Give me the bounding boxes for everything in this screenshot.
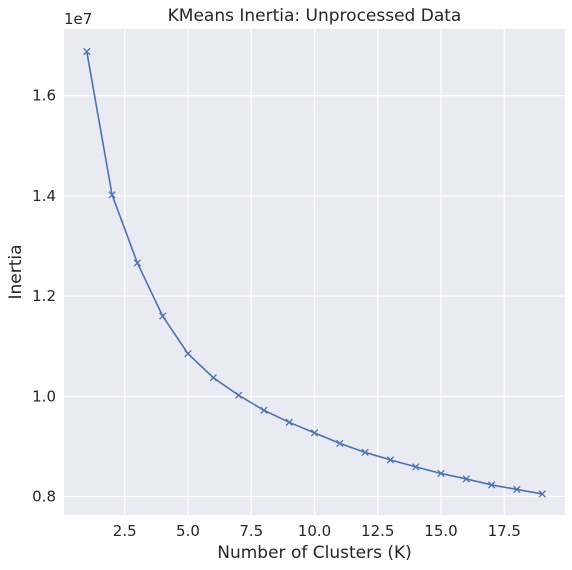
data-point	[184, 350, 192, 358]
x-tick-label: 12.5	[361, 522, 394, 540]
data-point	[83, 47, 91, 56]
y-tick-label: 1.0	[32, 387, 56, 405]
data-point	[234, 391, 243, 399]
data-point	[462, 475, 470, 483]
data-point	[108, 191, 116, 199]
y-tick-label: 1.2	[32, 287, 56, 305]
data-point	[209, 374, 217, 382]
data-point	[538, 490, 546, 498]
data-point	[361, 448, 369, 457]
x-tick-label: 17.5	[488, 522, 521, 540]
x-tick-label: 2.5	[113, 522, 137, 540]
x-tick-label: 7.5	[239, 522, 263, 540]
series-group	[83, 47, 546, 498]
y-tick-label: 0.8	[32, 487, 56, 505]
data-point	[487, 481, 496, 489]
data-point	[260, 406, 268, 414]
x-tick-label: 15.0	[424, 522, 457, 540]
data-point	[513, 485, 521, 494]
chart-title: KMeans Inertia: Unprocessed Data	[168, 6, 462, 26]
x-tick-label: 5.0	[176, 522, 200, 540]
y-axis-ticks: 0.8 1.0 1.2 1.4 1.6	[32, 87, 56, 506]
data-point	[412, 463, 420, 471]
x-axis-ticks: 2.5 5.0 7.5 10.0 12.5 15.0 17.5	[113, 522, 521, 540]
y-tick-label: 1.6	[32, 87, 56, 105]
data-point	[336, 439, 344, 448]
data-point	[437, 469, 445, 478]
data-point	[159, 312, 167, 320]
y-axis-offset-label: 1e7	[64, 10, 92, 28]
data-point	[133, 259, 142, 267]
x-axis-label: Number of Clusters (K)	[217, 543, 412, 563]
y-tick-label: 1.4	[32, 187, 56, 205]
y-axis-label: Inertia	[6, 244, 26, 299]
data-point	[386, 456, 395, 464]
x-tick-label: 10.0	[298, 522, 331, 540]
data-point	[285, 418, 293, 426]
grid	[64, 29, 565, 515]
data-point	[310, 429, 319, 437]
